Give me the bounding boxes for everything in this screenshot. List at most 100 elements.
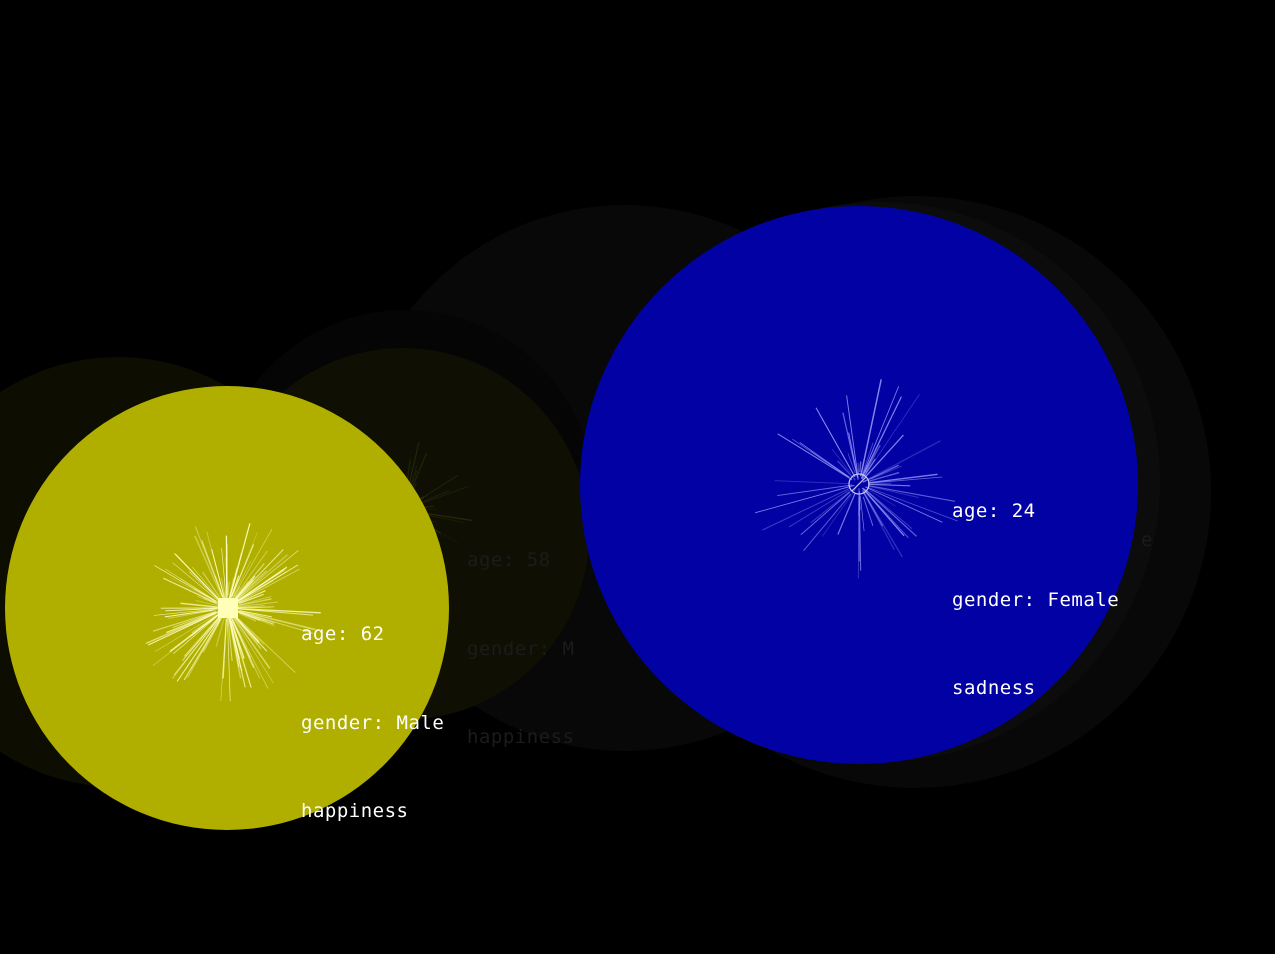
- ray-line: [862, 496, 874, 527]
- ray-line: [238, 612, 257, 622]
- faded-happiness-label: age: 58 gender: M happiness: [467, 487, 574, 782]
- ray-line: [206, 531, 226, 600]
- ray-line: [201, 540, 224, 599]
- ray-line: [863, 464, 869, 473]
- ray-line: [232, 581, 249, 601]
- ray-line: [865, 486, 958, 522]
- ray-line: [164, 609, 214, 618]
- ray-line: [233, 554, 288, 603]
- ray-line: [792, 438, 849, 478]
- ray-line: [202, 612, 225, 653]
- ray-line: [868, 485, 919, 498]
- ray-line: [866, 490, 913, 529]
- ray-line: [863, 488, 918, 537]
- ray-line: [859, 379, 882, 477]
- ray-line: [202, 571, 224, 603]
- ray-line: [231, 613, 259, 644]
- age-text: age: 24: [952, 500, 1036, 522]
- ray-line: [862, 440, 941, 483]
- ray-line: [848, 432, 859, 480]
- ray-line: [235, 610, 261, 621]
- faded-emotion-text: happiness: [467, 726, 575, 748]
- ray-line: [861, 396, 902, 478]
- ray-line: [221, 547, 227, 602]
- ray-line: [233, 615, 262, 650]
- ray-line: [237, 564, 299, 602]
- ray-line: [862, 490, 895, 550]
- ray-line: [846, 395, 859, 479]
- ray-line: [233, 570, 267, 602]
- ray-line: [152, 612, 221, 667]
- ray-line: [777, 484, 853, 497]
- ray-line: [788, 489, 850, 528]
- ray-line: [183, 616, 220, 657]
- ray-line: [815, 407, 856, 478]
- ray-line: [858, 497, 862, 571]
- ray-line: [187, 615, 224, 678]
- ray-line: [183, 618, 221, 681]
- ray-line: [800, 491, 851, 536]
- ray-line: [236, 606, 272, 609]
- ray-line: [228, 616, 240, 668]
- happiness-rays: [145, 523, 321, 702]
- ray-line: [214, 575, 226, 602]
- ray-line: [163, 577, 217, 604]
- ray-line: [190, 612, 225, 671]
- ray-line: [865, 486, 943, 523]
- ray-line: [178, 556, 221, 602]
- ray-line: [871, 465, 903, 480]
- sadness-label: age: 24 gender: Female sadness: [952, 438, 1119, 733]
- ray-line: [860, 386, 900, 479]
- ray-line: [821, 488, 857, 537]
- ray-line: [215, 616, 226, 647]
- ray-line: [232, 560, 252, 598]
- ray-line: [227, 611, 252, 688]
- sadness-bubble[interactable]: [580, 206, 1138, 764]
- ray-line: [239, 610, 273, 618]
- ray-line: [868, 473, 938, 484]
- sadness-rays: [754, 379, 958, 579]
- ray-line: [195, 599, 221, 608]
- ray-line: [226, 616, 231, 702]
- ray-line: [867, 476, 943, 484]
- faded-gender-text: gender: M: [467, 637, 575, 660]
- emotion-text: sadness: [952, 677, 1036, 699]
- ray-line: [170, 577, 223, 607]
- ray-line: [859, 495, 865, 532]
- ray-line: [166, 612, 216, 634]
- ray-line: [172, 611, 216, 628]
- ray-line: [238, 605, 265, 608]
- ray-line: [862, 490, 884, 527]
- ray-line: [762, 487, 850, 531]
- ray-line: [165, 568, 219, 603]
- ray-line: [862, 464, 899, 483]
- ray-line: [232, 614, 268, 652]
- ray-line: [229, 613, 261, 679]
- ray-line: [236, 606, 275, 609]
- ray-line: [864, 490, 909, 539]
- ray-line: [869, 489, 896, 507]
- ray-line: [231, 601, 279, 609]
- ray-line: [859, 461, 862, 473]
- ray-line: [857, 463, 859, 475]
- ray-line: [803, 493, 852, 552]
- ray-line: [239, 612, 276, 627]
- ray-line: [173, 611, 225, 676]
- ray-line: [847, 453, 856, 474]
- ray-line: [227, 581, 230, 595]
- ray-line: [211, 549, 227, 604]
- gender-text: gender: Female: [952, 588, 1120, 611]
- ray-line: [236, 617, 265, 645]
- ray-line: [234, 550, 268, 598]
- ray-line: [179, 578, 221, 604]
- ray-line: [220, 618, 227, 702]
- ray-line: [861, 442, 874, 475]
- ray-line: [197, 595, 221, 606]
- ray-line: [230, 620, 245, 659]
- ghost-trailing-text: e: [1141, 529, 1153, 551]
- ray-line: [863, 492, 903, 558]
- ray-line: [232, 618, 269, 689]
- ray-line: [231, 596, 272, 608]
- ray-line: [230, 610, 296, 673]
- ray-line: [237, 568, 300, 603]
